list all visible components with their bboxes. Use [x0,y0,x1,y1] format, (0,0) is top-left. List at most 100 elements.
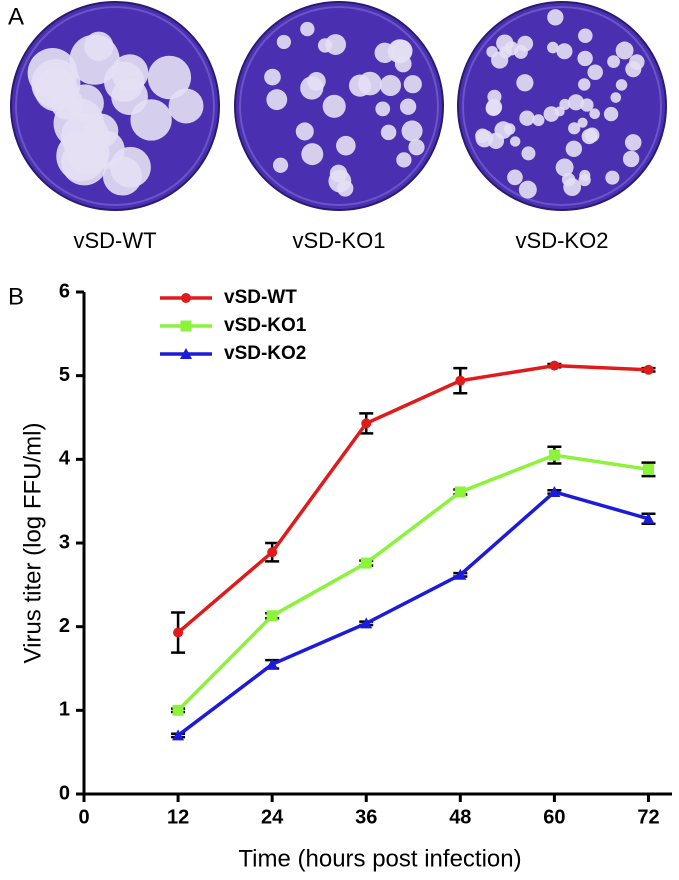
plaque [486,45,498,58]
point [642,512,655,524]
point [181,293,191,303]
point [360,557,372,569]
y-tick-label: 6 [59,280,70,302]
y-tick-label: 0 [59,782,70,804]
x-tick-label: 12 [167,806,189,828]
point [643,364,654,375]
point [548,449,560,461]
plate-label: vSD-KO1 [293,228,386,253]
plaque [603,106,619,122]
x-tick-label: 60 [543,806,565,828]
point [266,610,278,622]
plaque [399,98,417,115]
legend-label: vSD-WT [224,287,297,308]
legend-label: vSD-KO2 [224,343,306,364]
plaque [605,170,620,185]
x-tick-label: 36 [355,806,377,828]
y-tick-label: 1 [59,699,70,721]
point [266,658,279,670]
plaque [380,124,397,141]
point [360,617,373,629]
point [172,729,185,741]
point [454,486,466,498]
plaque [547,9,564,26]
plaque [503,123,516,135]
plaque [375,101,391,117]
y-tick-label: 3 [59,531,70,553]
plaque [102,156,142,196]
plaque [264,68,281,86]
plaque [509,136,521,147]
plaque [615,41,634,60]
plaque [543,106,560,122]
plaque [567,94,585,111]
plaque [625,61,642,78]
y-tick-label: 4 [59,448,71,470]
y-tick-label: 2 [59,615,70,637]
x-tick-label: 24 [261,806,284,828]
plaque [624,134,642,151]
plate-rim [239,6,439,206]
plaque [487,89,502,104]
plaque [504,41,519,56]
series-line [176,453,649,712]
panel-label: A [8,3,24,30]
plaque [565,140,583,157]
panel-label: B [8,283,24,310]
plate-label: vSD-KO2 [516,228,609,253]
plaque [266,89,288,111]
plate-rim [15,6,215,206]
plaque [396,152,412,168]
plaque [563,178,582,197]
plaque [408,139,425,156]
plaque [547,41,559,54]
plaque [577,117,588,128]
plaque [568,122,581,135]
plaque [403,75,422,94]
plaque [607,55,620,69]
y-tick-label: 5 [59,364,70,386]
point [173,627,184,638]
plaque [578,173,591,187]
plaque [328,169,352,193]
plaque [387,39,412,64]
point [172,704,184,716]
plaque [517,35,534,52]
point [548,485,561,497]
plaque [610,92,622,103]
plates [10,1,667,211]
point [642,463,654,475]
plaque [276,34,291,50]
plaque [519,110,535,126]
plaque [322,94,346,118]
plaque [401,120,423,142]
y-axis-title: Virus titer (log FFU/ml) [19,423,46,664]
plaque [577,50,593,67]
plaque [300,21,315,37]
plaque [272,157,289,173]
x-tick-label: 72 [637,806,659,828]
plaque [301,143,324,166]
plaque [559,98,571,110]
plaque [295,122,314,141]
plaque [578,78,591,91]
point [180,320,192,332]
plaque [556,43,573,60]
plaque [578,28,593,44]
plaque [532,114,545,127]
point [455,375,466,386]
plaque [516,74,534,92]
plaque [475,128,490,144]
plaque [485,100,502,117]
series-line [176,363,649,634]
plate-label: vSD-WT [73,228,156,253]
x-tick-label: 0 [78,806,89,828]
plaque [336,135,356,156]
point [267,547,278,558]
plaque [521,146,536,161]
plaque [379,74,402,96]
plaque [615,79,628,91]
plaque [518,180,537,199]
x-axis-title: Time (hours post infection) [238,845,521,872]
